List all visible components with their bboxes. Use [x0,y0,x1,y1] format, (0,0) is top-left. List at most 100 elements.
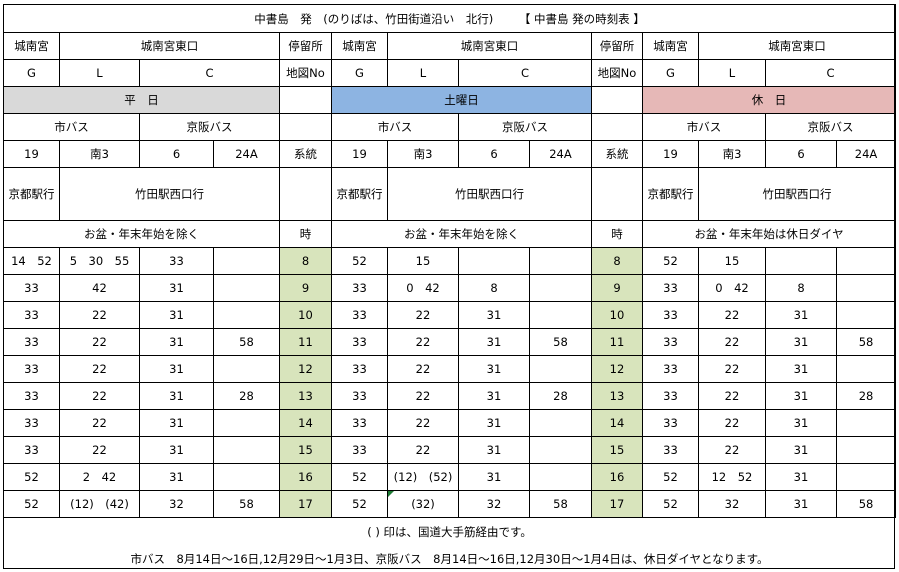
route-19-3: 19 [642,140,699,168]
route-6-2: 6 [458,140,530,168]
map-code-l-2: L [387,59,459,87]
map-code-c: C [139,59,280,87]
time-cell: 22 [387,355,459,383]
table-row: 33 22 31 15 33 22 31 15 33 22 31 [3,436,897,464]
route-24a: 24A [213,140,280,168]
hour-cell: 12 [591,355,643,383]
map-label-2: 地図No [591,59,643,87]
stop-label-2: 停留所 [591,32,643,60]
time-cell: 8 [765,274,837,302]
operator-keihan-weekday: 京阪バス [139,113,280,141]
time-cell: 33 [331,301,388,329]
hour-cell: 16 [279,463,332,491]
time-cell [765,247,837,275]
time-cell [213,463,280,491]
hour-cell: 11 [279,328,332,356]
time-cell: 33 [3,301,60,329]
table-row: 33 22 31 14 33 22 31 14 33 22 31 [3,409,897,437]
day-band-row: 平 日 土曜日 休 日 [3,86,897,114]
time-cell: 22 [698,328,766,356]
time-cell: 52 [642,463,699,491]
time-cell: 31 [765,328,837,356]
time-cell: 58 [213,328,280,356]
table-row: 14 52 5 30 55 33 8 52 15 8 52 15 [3,247,897,275]
time-cell [213,436,280,464]
time-cell: 33 [3,382,60,410]
holiday-band: 休 日 [641,86,897,114]
condition-saturday: お盆・年末年始を除く [331,220,592,248]
time-cell [835,355,897,383]
note-row: ( ) 印は、国道大手筋経由です。 [3,517,896,545]
route-minami3-2: 南3 [387,140,459,168]
table-row: 33 42 31 9 33 0 42 8 9 33 0 42 8 [3,274,897,302]
note-route-via: ( ) 印は、国道大手筋経由です。 [3,517,896,545]
map-code-g-3: G [642,59,699,87]
time-cell [213,247,280,275]
condition-row: お盆・年末年始を除く 時 お盆・年末年始を除く 時 お盆・年末年始は休日ダイヤ [3,220,897,248]
time-cell: 33 [642,328,699,356]
hour-cell: 15 [591,436,643,464]
time-cell: 22 [387,382,459,410]
time-cell: 22 [59,328,140,356]
page-title: 中書島 発 (のりばは、竹田街道沿い 北行) 【 中書島 発の時刻表 】 [2,4,897,33]
time-cell: 28 [835,382,897,410]
hour-cell: 17 [591,490,643,518]
map-code-g-2: G [331,59,388,87]
map-code-c-2: C [458,59,592,87]
time-cell: 32 [139,490,214,518]
time-cell: 31 [458,463,530,491]
time-cell: 33 [331,355,388,383]
time-cell: 31 [139,409,214,437]
time-cell [835,301,897,329]
title-main: 中書島 発 (のりばは、竹田街道沿い 北行) [254,11,494,26]
time-cell: 28 [213,382,280,410]
time-cell: 33 [331,328,388,356]
route-row: 19 南3 6 24A 系統 19 南3 6 24A 系統 19 南3 6 24… [3,140,897,168]
time-cell: 22 [59,355,140,383]
map-code-l: L [59,59,140,87]
time-cell: (12) (42) [59,490,140,518]
time-cell: 58 [213,490,280,518]
stop-left-holiday: 城南宮 [642,32,699,60]
time-cell: 0 42 [698,274,766,302]
time-cell: 22 [698,301,766,329]
dest-gap-2 [591,167,643,221]
time-cell [835,274,897,302]
time-cell: 33 [642,274,699,302]
table-row: 33 22 31 28 13 33 22 31 28 13 33 22 31 28 [3,382,897,410]
time-cell: 33 [642,301,699,329]
hour-cell: 15 [279,436,332,464]
hour-cell: 9 [591,274,643,302]
time-cell: 31 [458,355,530,383]
stop-left-weekday: 城南宮 [3,32,60,60]
time-cell: (12) (52) [387,463,459,491]
map-code-g: G [3,59,60,87]
route-minami3-3: 南3 [698,140,766,168]
dest-takeda-holiday: 竹田駅西口行 [697,167,897,221]
table-row: 52 (12) (42) 32 58 17 52 (32) 32 58 17 52 32 31 58 [3,490,897,518]
route-19-2: 19 [331,140,388,168]
hour-cell: 10 [279,301,332,329]
time-cell: 33 [331,274,388,302]
dest-gap [279,167,332,221]
hour-cell: 10 [591,301,643,329]
hour-cell: 14 [591,409,643,437]
operator-row: 市バス 京阪バス 市バス 京阪バス 市バス 京阪バス [3,113,897,141]
operator-keihan-holiday: 京阪バス [764,113,897,141]
hour-cell: 11 [591,328,643,356]
time-cell: 33 [3,409,60,437]
destination-row: 京都駅行 竹田駅西口行 京都駅行 竹田駅西口行 京都駅行 竹田駅西口行 [3,167,897,221]
dest-kyoto-saturday: 京都駅行 [331,167,388,221]
time-cell: 22 [387,301,459,329]
time-cell: 22 [59,409,140,437]
time-cell: 52 [331,247,388,275]
stop-right-holiday: 城南宮東口 [697,32,897,60]
time-cell [458,247,530,275]
time-cell: 33 [331,382,388,410]
table-row: 33 22 31 10 33 22 31 10 33 22 31 [3,301,897,329]
time-cell: 12 52 [698,463,766,491]
time-cell: 33 [642,436,699,464]
route-label: 系統 [279,140,332,168]
time-cell: 31 [139,436,214,464]
